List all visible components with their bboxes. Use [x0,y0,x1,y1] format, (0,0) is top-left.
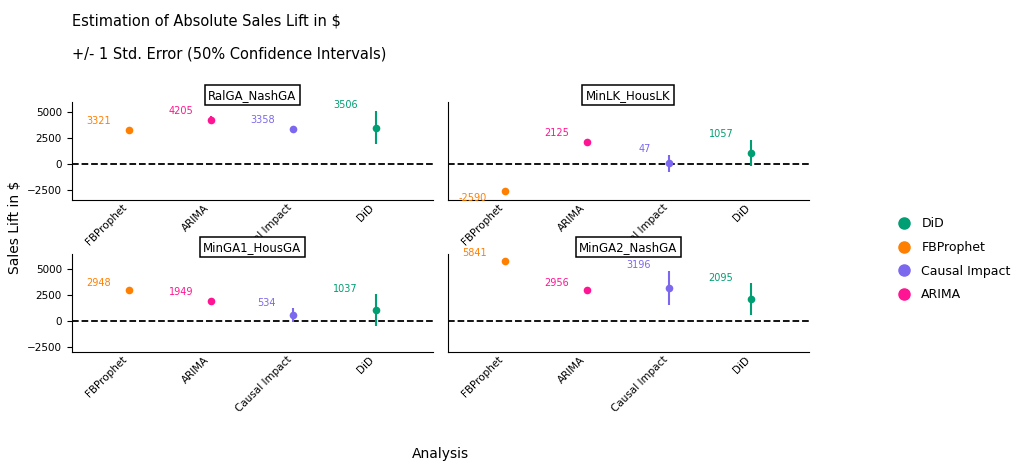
Text: Estimation of Absolute Sales Lift in $: Estimation of Absolute Sales Lift in $ [72,14,341,29]
Text: MinLK_HousLK: MinLK_HousLK [586,89,671,102]
Text: 3506: 3506 [333,100,357,110]
Text: 3196: 3196 [627,260,651,270]
Text: MinGA1_HousGA: MinGA1_HousGA [204,241,301,254]
Text: MinGA2_NashGA: MinGA2_NashGA [580,241,678,254]
Text: 534: 534 [257,298,275,308]
Text: 3358: 3358 [251,115,275,125]
Legend: DiD, FBProphet, Causal Impact, ARIMA: DiD, FBProphet, Causal Impact, ARIMA [887,213,1016,306]
Text: Sales Lift in $: Sales Lift in $ [8,180,23,274]
Text: +/- 1 Std. Error (50% Confidence Intervals): +/- 1 Std. Error (50% Confidence Interva… [72,46,386,61]
Text: 2948: 2948 [86,278,112,288]
Text: 4205: 4205 [169,106,194,116]
Text: 2956: 2956 [545,278,569,288]
Text: 3321: 3321 [86,116,112,126]
Text: Analysis: Analysis [412,447,469,461]
Text: 1037: 1037 [333,283,357,294]
Text: 47: 47 [639,144,651,154]
Text: 5841: 5841 [463,248,487,258]
Text: 2125: 2125 [544,129,569,138]
Text: 1949: 1949 [169,288,194,297]
Text: RalGA_NashGA: RalGA_NashGA [208,89,297,102]
Text: 1057: 1057 [709,129,733,139]
Text: -2590: -2590 [459,193,487,203]
Text: 2095: 2095 [709,273,733,282]
